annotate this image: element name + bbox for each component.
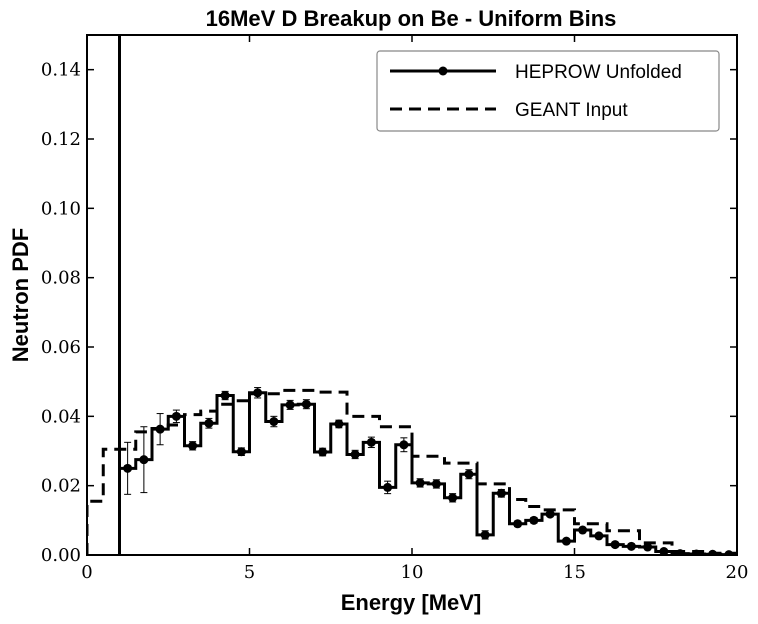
chart-title: 16MeV D Breakup on Be - Uniform Bins — [206, 6, 617, 31]
heprow-point — [415, 478, 425, 488]
y-tick-label: 0.08 — [41, 268, 81, 289]
heprow-point — [464, 469, 474, 479]
heprow-point — [285, 400, 295, 410]
heprow-point — [204, 418, 214, 428]
heprow-point — [350, 449, 360, 459]
heprow-point — [513, 519, 523, 529]
heprow-point — [318, 447, 328, 457]
heprow-point — [724, 550, 734, 555]
heprow-point — [545, 509, 555, 519]
y-axis: 0.00 0.02 0.04 0.06 0.08 0.10 0.12 0.14 — [41, 60, 737, 566]
heprow-point — [431, 479, 441, 489]
geant-input-line — [87, 388, 737, 555]
y-tick-label: 0.14 — [41, 60, 81, 81]
heprow-point — [578, 525, 588, 535]
heprow-point — [155, 424, 165, 434]
heprow-point — [123, 463, 133, 473]
legend: HEPROW Unfolded GEANT Input — [376, 50, 720, 132]
heprow-point — [691, 549, 701, 555]
y-tick-label: 0.10 — [41, 198, 81, 219]
y-axis-label: Neutron PDF — [8, 228, 33, 362]
heprow-point — [236, 447, 246, 457]
heprow-point — [496, 488, 506, 498]
heprow-point — [675, 549, 685, 555]
x-tick-label: 10 — [401, 562, 424, 583]
y-tick-label: 0.04 — [41, 406, 81, 427]
heprow-point — [269, 417, 279, 427]
heprow-point — [448, 493, 458, 503]
y-tick-label: 0.06 — [41, 337, 81, 358]
heprow-point — [626, 541, 636, 551]
y-tick-label: 0.12 — [41, 129, 81, 150]
heprow-point — [171, 411, 181, 421]
heprow-point — [334, 419, 344, 429]
heprow-point — [139, 455, 149, 465]
heprow-point — [594, 531, 604, 541]
y-tick-label: 0.02 — [41, 476, 81, 497]
heprow-unfolded-line — [119, 391, 737, 555]
heprow-point — [366, 437, 376, 447]
x-tick-label: 20 — [726, 562, 749, 583]
heprow-point — [610, 540, 620, 550]
legend-heprow-label: HEPROW Unfolded — [515, 62, 682, 83]
y-tick-label: 0.00 — [41, 545, 81, 566]
heprow-point — [383, 482, 393, 492]
heprow-point — [220, 391, 230, 401]
heprow-point — [399, 440, 409, 450]
heprow-point — [643, 542, 653, 552]
heprow-point — [561, 536, 571, 546]
heprow-point — [253, 388, 263, 398]
plot-content — [87, 35, 737, 555]
x-tick-label: 15 — [563, 562, 586, 583]
heprow-point — [529, 515, 539, 525]
plot-area — [87, 35, 737, 555]
heprow-point — [480, 530, 490, 540]
heprow-point — [708, 549, 718, 555]
legend-heprow-marker — [438, 66, 448, 76]
x-axis-label: Energy [MeV] — [341, 590, 482, 615]
x-axis: 0 5 10 15 20 — [81, 35, 748, 583]
heprow-point — [301, 399, 311, 409]
heprow-point — [659, 547, 669, 555]
heprow-point — [188, 441, 198, 451]
x-tick-label: 0 — [81, 562, 92, 583]
legend-geant-label: GEANT Input — [515, 100, 628, 121]
x-tick-label: 5 — [244, 562, 255, 583]
